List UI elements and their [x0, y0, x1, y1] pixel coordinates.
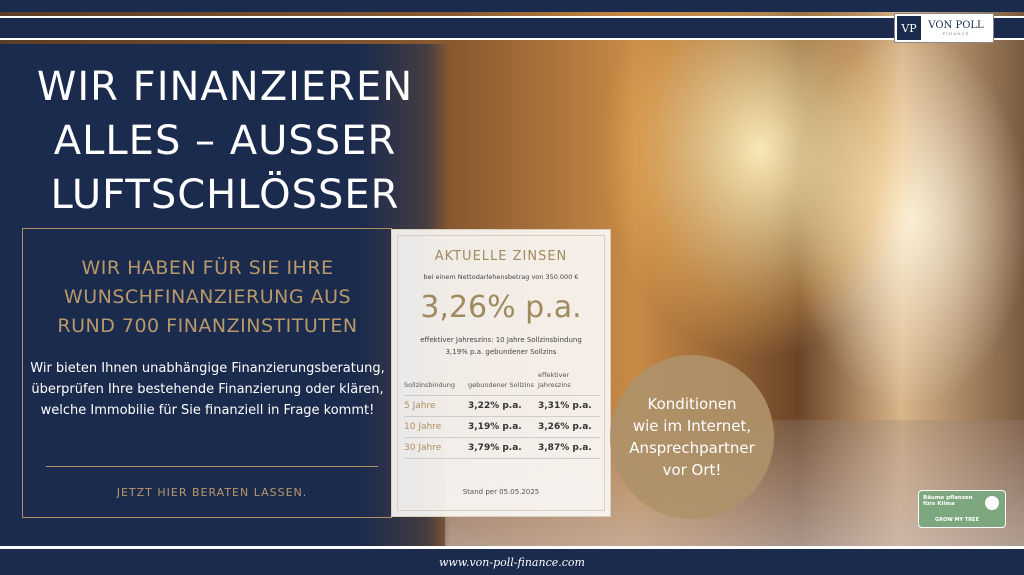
- rate-cell: 3,87% p.a.: [538, 437, 600, 459]
- offer-description: Wir bieten Ihnen unabhängige Finanzierun…: [30, 361, 385, 418]
- rates-note-line: 3,19% p.a. gebundener Sollzins: [445, 348, 557, 356]
- term-cell: 5 Jahre: [404, 395, 468, 417]
- column-header: effektiver Jahreszins: [538, 370, 600, 396]
- left-panel: [0, 44, 450, 546]
- rates-card: AKTUELLE ZINSEN bei einem Nettodarlehens…: [391, 229, 611, 517]
- circle-line: vor Ort!: [662, 461, 722, 479]
- headline-line: ALLES – AUSSER: [53, 118, 397, 164]
- rates-note-line: effektiver Jahreszins: 10 Jahre Sollzins…: [420, 336, 582, 344]
- table-row: 5 Jahre 3,22% p.a. 3,31% p.a.: [404, 395, 600, 417]
- table-row: 10 Jahre 3,19% p.a. 3,26% p.a.: [404, 416, 600, 438]
- badge-brand: GROW MY TREE: [935, 517, 979, 523]
- conditions-circle: Konditionen wie im Internet, Ansprechpar…: [610, 355, 774, 519]
- table-row: 30 Jahre 3,79% p.a. 3,87% p.a.: [404, 437, 600, 459]
- badge-line: fürs Klima: [923, 501, 955, 507]
- rate-cell: 3,19% p.a.: [468, 416, 538, 438]
- divider: [46, 466, 378, 467]
- headline-line: LUFTSCHLÖSSER: [50, 172, 400, 218]
- badge-line: Bäume pflanzen: [923, 495, 973, 501]
- circle-line: Ansprechpartner: [629, 439, 755, 457]
- rate-cell: 3,22% p.a.: [468, 395, 538, 417]
- rates-table: Sollzinsbindung gebundener Sollzins effekt…: [404, 370, 600, 459]
- consult-cta-link[interactable]: JETZT HIER BERATEN LASSEN.: [116, 486, 308, 499]
- logo-name: VON POLL: [928, 20, 984, 31]
- term-cell: 30 Jahre: [404, 437, 468, 459]
- tree-icon: [985, 496, 999, 510]
- term-cell: 10 Jahre: [404, 416, 468, 438]
- rates-card-border: [397, 235, 605, 511]
- offer-heading: WIR HABEN FÜR SIE IHRE WUNSCHFINANZIERUN…: [30, 254, 385, 341]
- footer-band: www.von-poll-finance.com: [0, 546, 1024, 575]
- offer-heading-line: RUND 700 FINANZINSTITUTEN: [57, 315, 358, 337]
- rates-subtitle: bei einem Nettodarlehensbetrag von 350.0…: [423, 273, 579, 281]
- offer-heading-line: WIR HABEN FÜR SIE IHRE: [81, 257, 334, 279]
- logo-monogram: VP: [897, 16, 921, 40]
- von-poll-logo[interactable]: VP VON POLL FINANCE: [894, 13, 994, 43]
- logo-sub: FINANCE: [942, 31, 970, 36]
- rates-title: AKTUELLE ZINSEN: [434, 249, 568, 264]
- top-band: [0, 16, 1024, 40]
- headline: WIR FINANZIEREN ALLES – AUSSER LUFTSCHLÖ…: [20, 60, 430, 222]
- rate-cell: 3,79% p.a.: [468, 437, 538, 459]
- headline-line: WIR FINANZIEREN: [36, 64, 414, 110]
- circle-line: wie im Internet,: [632, 417, 752, 435]
- rates-as-of: Stand per 05.05.2025: [462, 488, 540, 496]
- rates-note: effektiver Jahreszins: 10 Jahre Sollzins…: [392, 334, 610, 358]
- column-header: Sollzinsbindung: [404, 370, 468, 396]
- top-strip: [0, 0, 1024, 12]
- website-link[interactable]: www.von-poll-finance.com: [439, 555, 585, 569]
- headline-rate: 3,26% p.a.: [420, 290, 582, 325]
- rate-cell: 3,26% p.a.: [538, 416, 600, 438]
- column-header: gebundener Sollzins: [468, 370, 538, 396]
- grow-my-tree-badge: Bäume pflanzen fürs Klima GROW MY TREE: [918, 490, 1006, 528]
- offer-heading-line: WUNSCHFINANZIERUNG AUS: [63, 286, 352, 308]
- rate-cell: 3,31% p.a.: [538, 395, 600, 417]
- circle-line: Konditionen: [647, 395, 737, 413]
